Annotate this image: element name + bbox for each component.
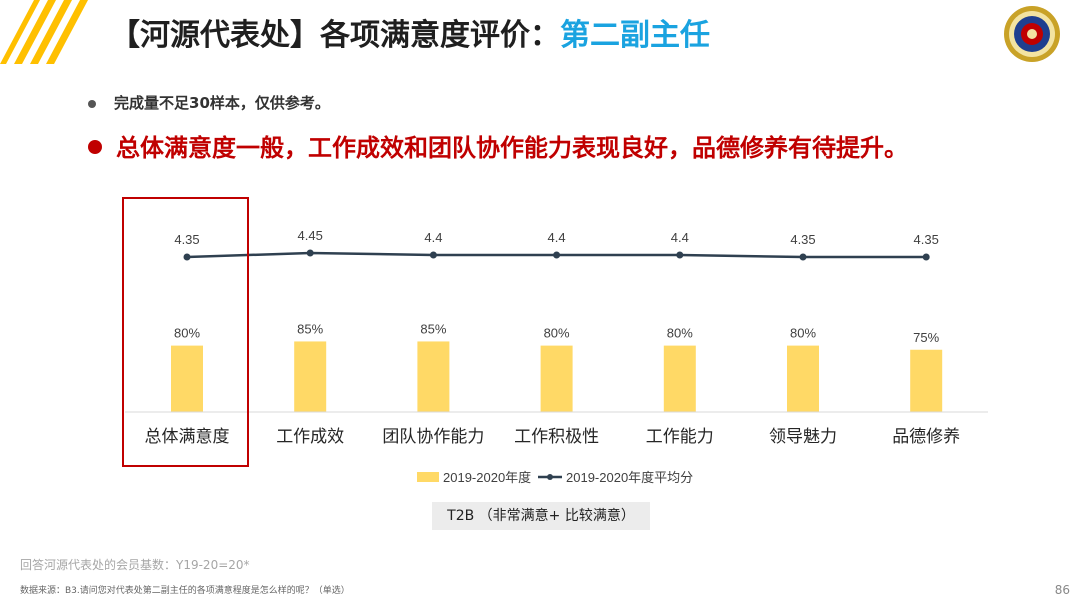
bar-value-label: 85% xyxy=(297,321,323,336)
decorative-stripes xyxy=(0,0,88,64)
bullet-dot xyxy=(88,140,102,154)
t2b-note: T2B （非常满意+ 比较满意） xyxy=(432,502,650,530)
line-point xyxy=(306,249,314,257)
bar xyxy=(910,349,943,412)
bullet-sample-note: 完成量不足30样本，仅供参考。 xyxy=(88,92,330,113)
line-value-label: 4.35 xyxy=(174,232,199,247)
bullet-text: 完成量不足30样本，仅供参考。 xyxy=(114,94,330,112)
legend-swatch-bar xyxy=(417,472,439,482)
highlight-box xyxy=(122,197,249,467)
category-label: 工作能力 xyxy=(646,427,714,447)
bullet-dot xyxy=(88,99,96,108)
line-value-label: 4.45 xyxy=(298,228,323,243)
bar xyxy=(663,345,696,412)
page-title-highlight: 第二副主任 xyxy=(560,18,710,53)
bar xyxy=(294,341,327,412)
chart-legend: 2019-2020年度 2019-2020年度平均分 xyxy=(417,470,693,485)
bullet-text: 总体满意度一般，工作成效和团队协作能力表现良好，品德修养有待提升。 xyxy=(116,134,908,162)
category-label: 领导魅力 xyxy=(769,427,837,447)
line-point xyxy=(553,251,561,259)
category-label: 团队协作能力 xyxy=(382,427,484,447)
category-label: 品德修养 xyxy=(892,427,960,447)
page-number: 86 xyxy=(1054,583,1070,597)
bar-value-label: 80% xyxy=(544,326,570,341)
bar xyxy=(787,345,819,412)
legend-label-bar: 2019-2020年度 xyxy=(443,470,531,485)
line-value-label: 4.4 xyxy=(548,230,566,245)
line-point xyxy=(922,253,930,261)
line-point xyxy=(183,253,191,261)
line-value-label: 4.35 xyxy=(914,232,939,247)
line-point xyxy=(799,253,807,261)
line-value-label: 4.4 xyxy=(424,230,442,245)
base-note: 回答河源代表处的会员基数：Y19-20=20* xyxy=(20,558,250,572)
page-title: 【河源代表处】各项满意度评价：第二副主任 xyxy=(110,14,710,58)
bar xyxy=(417,341,450,412)
line-value-label: 4.4 xyxy=(671,230,689,245)
bar-value-label: 80% xyxy=(667,326,693,341)
category-label: 工作成效 xyxy=(276,427,344,447)
bar xyxy=(540,345,573,412)
line-point xyxy=(676,251,684,259)
legend-swatch-marker xyxy=(547,474,553,480)
bar-value-label: 85% xyxy=(420,321,446,336)
bar-value-label: 80% xyxy=(790,326,816,341)
emblem-logo xyxy=(1004,6,1060,62)
line-value-label: 4.35 xyxy=(790,232,815,247)
bar xyxy=(171,345,203,412)
category-label: 总体满意度 xyxy=(145,427,230,447)
legend-label-line: 2019-2020年度平均分 xyxy=(566,470,693,485)
bar-value-label: 80% xyxy=(174,326,200,341)
line-point xyxy=(429,251,437,259)
source-note: 数据来源：B3.请问您对代表处第二副主任的各项满意程度是怎么样的呢？（单选） xyxy=(20,586,350,596)
bar-value-label: 75% xyxy=(913,330,939,345)
bullet-key-finding: 总体满意度一般，工作成效和团队协作能力表现良好，品德修养有待提升。 xyxy=(88,128,908,163)
category-label: 工作积极性 xyxy=(514,427,599,447)
page-title-main: 【河源代表处】各项满意度评价： xyxy=(110,18,560,53)
